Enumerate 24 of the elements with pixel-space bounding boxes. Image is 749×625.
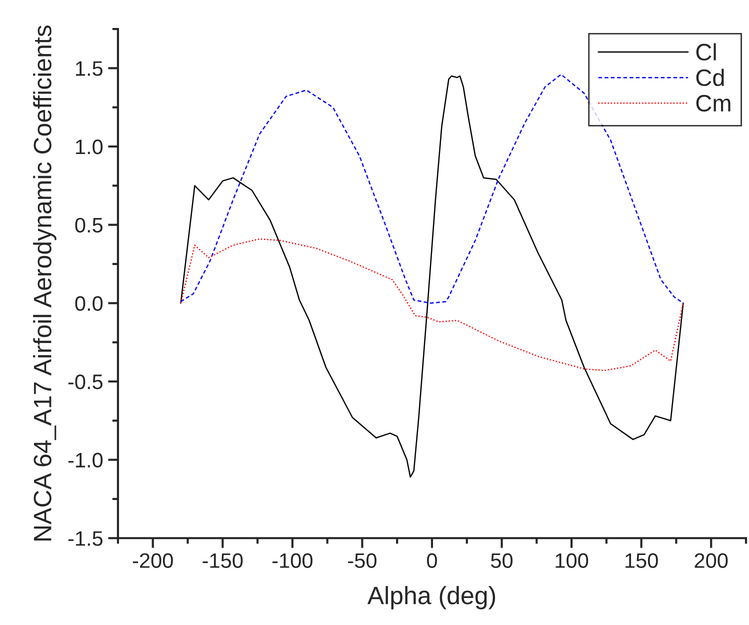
y-tick-label: 1.5 — [76, 61, 103, 76]
line-series — [180, 74, 684, 304]
x-tick-label: -150 — [202, 553, 243, 568]
y-tick-label: 0.0 — [75, 296, 103, 311]
y-tick-label: -1.5 — [68, 531, 103, 546]
x-tick-label: 0 — [427, 553, 437, 568]
y-tick-label: -0.5 — [68, 374, 103, 390]
x-tick-label: 200 — [694, 553, 728, 568]
x-tick-label: 50 — [491, 553, 513, 568]
line-series — [180, 238, 684, 372]
y-tick-label: 0.5 — [75, 218, 103, 233]
x-tick-label: 100 — [556, 553, 588, 568]
y-tick-label: 1.0 — [76, 139, 103, 154]
legend-label: Cl — [696, 43, 716, 61]
legend-label: Cd — [696, 68, 724, 86]
y-tick-label: -1.0 — [68, 452, 103, 468]
x-tick-label: -50 — [348, 553, 376, 568]
x-tick-label: -200 — [132, 553, 173, 568]
x-tick-label: 150 — [626, 553, 658, 568]
line-series — [180, 75, 684, 478]
y-axis-title: NACA 64_A17 Airfoil Aerodynamic Coefficients — [33, 26, 56, 540]
x-axis-title: Alpha (deg) — [367, 586, 496, 610]
x-tick-label: -100 — [272, 553, 312, 568]
legend-label: Cm — [696, 94, 730, 112]
